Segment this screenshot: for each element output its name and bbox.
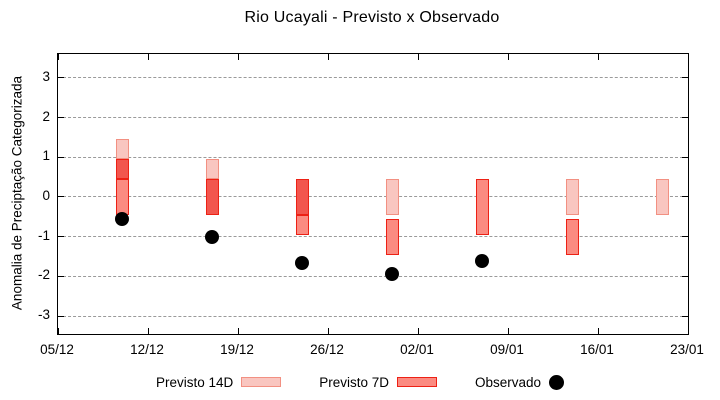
y-tick-right <box>682 117 688 119</box>
y-tick-left <box>58 117 64 119</box>
y-tick-left <box>58 315 64 317</box>
y-tick-label: -3 <box>37 307 50 323</box>
chart-legend: Previsto 14D Previsto 7D Observado <box>0 372 720 392</box>
forecast-bar-segment-14d <box>385 179 399 215</box>
legend-item-previsto-14d: Previsto 14D <box>155 374 282 390</box>
x-tick-label: 16/01 <box>580 342 614 357</box>
legend-swatch-7d <box>397 377 438 387</box>
forecast-bar-segment-14d <box>565 179 579 215</box>
x-tick-label: 09/01 <box>490 342 524 357</box>
y-tick-label: -1 <box>37 227 50 243</box>
y-tick-right <box>682 156 688 158</box>
forecast-bar-segment-14d <box>115 139 129 160</box>
chart-title: Rio Ucayali - Previsto x Observado <box>244 9 500 26</box>
gridline <box>58 156 688 158</box>
y-tick-right <box>682 77 688 79</box>
forecast-bar-segment-overlap <box>295 179 309 215</box>
x-tick-label: 23/01 <box>670 342 704 357</box>
gridline <box>58 117 688 119</box>
x-tick-bottom <box>417 328 419 334</box>
legend-swatch-14d <box>241 377 282 387</box>
x-tick-top <box>147 54 149 60</box>
observed-dot <box>115 211 130 226</box>
y-tick-right <box>682 196 688 198</box>
y-tick-left <box>58 236 64 238</box>
x-tick-bottom <box>597 328 599 334</box>
x-tick-top <box>57 54 59 60</box>
x-tick-top <box>687 54 689 60</box>
forecast-bar-segment-7d <box>565 218 579 255</box>
y-tick-label: -2 <box>37 267 50 283</box>
gridline <box>58 77 688 79</box>
legend-label-previsto-7d: Previsto 7D <box>319 374 390 390</box>
observed-dot <box>385 267 400 282</box>
x-tick-label: 05/12 <box>40 342 74 357</box>
x-tick-bottom <box>57 328 59 334</box>
y-tick-right <box>682 275 688 277</box>
y-tick-label: 1 <box>42 148 50 164</box>
legend-item-observado: Observado <box>475 374 565 390</box>
y-tick-label: 0 <box>42 187 50 203</box>
x-tick-bottom <box>147 328 149 334</box>
y-tick-right <box>682 236 688 238</box>
legend-item-previsto-7d: Previsto 7D <box>319 374 438 390</box>
y-tick-label: 2 <box>42 108 50 124</box>
forecast-bar-segment-14d <box>655 179 669 215</box>
observed-dot <box>205 229 220 244</box>
y-tick-left <box>58 156 64 158</box>
x-tick-bottom <box>237 328 239 334</box>
x-tick-bottom <box>687 328 689 334</box>
x-tick-top <box>237 54 239 60</box>
y-tick-left <box>58 275 64 277</box>
x-tick-bottom <box>507 328 509 334</box>
forecast-bar-segment-7d <box>385 218 399 255</box>
x-tick-top <box>597 54 599 60</box>
x-tick-label: 26/12 <box>310 342 344 357</box>
x-tick-top <box>417 54 419 60</box>
forecast-bar-segment-7d <box>475 179 489 235</box>
forecast-bar-segment-14d <box>205 159 219 180</box>
forecast-bar-segment-overlap <box>205 179 219 215</box>
forecast-bar-segment-overlap <box>115 159 129 180</box>
gridline <box>58 196 688 198</box>
gridline <box>58 275 688 277</box>
observed-dot <box>475 253 490 268</box>
y-tick-label: 3 <box>42 68 50 84</box>
x-tick-label: 02/01 <box>400 342 434 357</box>
observed-dot <box>295 255 310 270</box>
legend-label-previsto-14d: Previsto 14D <box>155 374 234 390</box>
y-tick-right <box>682 315 688 317</box>
x-tick-top <box>507 54 509 60</box>
legend-label-observado: Observado <box>475 374 542 390</box>
gridline <box>58 236 688 238</box>
forecast-bar-segment-7d <box>115 179 129 215</box>
y-tick-left <box>58 77 64 79</box>
x-tick-label: 12/12 <box>130 342 164 357</box>
x-tick-bottom <box>327 328 329 334</box>
gridline <box>58 315 688 317</box>
x-tick-label: 19/12 <box>220 342 254 357</box>
forecast-bar-segment-7d <box>295 214 309 235</box>
legend-swatch-observado-dot <box>549 374 565 390</box>
x-tick-top <box>327 54 329 60</box>
plot-area <box>57 53 689 335</box>
y-tick-left <box>58 196 64 198</box>
